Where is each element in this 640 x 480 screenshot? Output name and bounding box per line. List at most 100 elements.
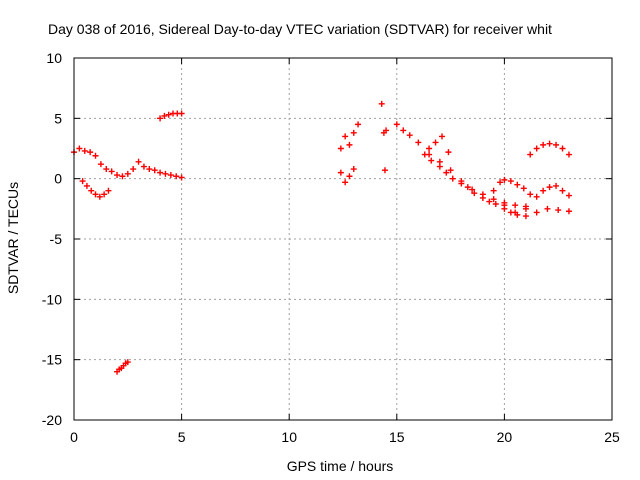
data-point — [76, 145, 83, 152]
data-point — [165, 111, 172, 118]
data-point — [157, 169, 164, 176]
data-point — [486, 198, 493, 205]
data-point — [428, 157, 435, 164]
data-point — [492, 201, 499, 208]
y-tick-labels: -20 -15 -10 -5 0 5 10 — [42, 50, 62, 428]
data-point — [469, 186, 476, 193]
data-point — [346, 173, 353, 180]
data-point — [400, 127, 407, 134]
chart-title: Day 038 of 2016, Sidereal Day-to-day VTE… — [48, 21, 552, 37]
data-point — [350, 129, 357, 136]
data-point — [533, 209, 540, 216]
data-point — [559, 187, 566, 194]
data-point — [520, 185, 527, 192]
data-point — [355, 121, 362, 128]
data-point — [140, 163, 147, 170]
data-point — [497, 179, 504, 186]
data-point — [426, 145, 433, 152]
grid-lines — [74, 58, 612, 420]
data-point — [151, 167, 158, 174]
data-point — [438, 133, 445, 140]
plot-frame — [73, 57, 613, 421]
data-point — [162, 170, 169, 177]
data-point — [533, 145, 540, 152]
data-point — [383, 127, 390, 134]
data-point — [522, 213, 529, 220]
data-point — [337, 145, 344, 152]
y-tick-label: -5 — [50, 231, 63, 247]
segment-late-mid — [533, 182, 572, 200]
segment-late-wave — [490, 176, 534, 198]
x-tick-label: 15 — [389, 429, 405, 445]
data-point — [436, 158, 443, 165]
data-point — [167, 172, 174, 179]
data-point — [124, 170, 131, 177]
data-point — [130, 166, 137, 173]
data-point — [108, 168, 115, 175]
x-tick-label: 10 — [281, 429, 297, 445]
data-point — [87, 149, 94, 156]
data-point — [350, 166, 357, 173]
data-point — [546, 140, 553, 147]
data-point — [479, 191, 486, 198]
data-point — [346, 141, 353, 148]
x-tick-labels: 0 5 10 15 20 25 — [70, 429, 620, 445]
y-tick-label: 10 — [46, 50, 62, 66]
data-point — [157, 115, 164, 122]
data-point — [507, 178, 514, 185]
data-point — [546, 184, 553, 191]
data-point — [464, 184, 471, 191]
data-point — [544, 205, 551, 212]
segment-late-lower — [501, 202, 572, 216]
data-point — [514, 181, 521, 188]
data-point — [447, 167, 454, 174]
x-tick-label: 0 — [70, 429, 78, 445]
data-point — [553, 182, 560, 189]
x-axis-label: GPS time / hours — [287, 458, 394, 474]
data-point — [146, 166, 153, 173]
data-point — [490, 187, 497, 194]
y-tick-label: -10 — [42, 291, 62, 307]
y-tick-label: 0 — [54, 171, 62, 187]
data-point — [490, 196, 497, 203]
data-point — [565, 151, 572, 158]
data-point — [443, 169, 450, 176]
data-point — [103, 166, 110, 173]
data-point — [114, 172, 121, 179]
segment-early-outlier — [114, 359, 131, 375]
data-point — [415, 139, 422, 146]
data-point — [559, 145, 566, 152]
data-point — [178, 110, 185, 117]
data-point — [527, 151, 534, 158]
data-point — [124, 359, 131, 366]
data-point — [161, 112, 168, 119]
x-tick-label: 5 — [178, 429, 186, 445]
data-point — [540, 187, 547, 194]
data-point — [378, 100, 385, 107]
segment-mid-sparse — [378, 100, 390, 174]
y-axis-label: SDTVAR / TECUs — [5, 182, 21, 294]
data-point — [101, 191, 108, 198]
x-tick-label: 25 — [604, 429, 620, 445]
data-points — [71, 100, 572, 375]
segment-early-lower — [79, 178, 112, 200]
data-point — [458, 178, 465, 185]
data-point — [501, 202, 508, 209]
data-point — [527, 191, 534, 198]
data-point — [512, 209, 519, 216]
segment-late-upper — [527, 140, 572, 158]
segment-early-high — [157, 110, 185, 122]
data-point — [512, 202, 519, 209]
data-point — [501, 176, 508, 183]
y-tick-label: 5 — [54, 110, 62, 126]
data-point — [393, 121, 400, 128]
data-point — [173, 173, 180, 180]
data-point — [342, 133, 349, 140]
data-point — [565, 192, 572, 199]
data-point — [105, 187, 112, 194]
data-point — [97, 161, 104, 168]
data-point — [406, 132, 413, 139]
data-point — [565, 208, 572, 215]
